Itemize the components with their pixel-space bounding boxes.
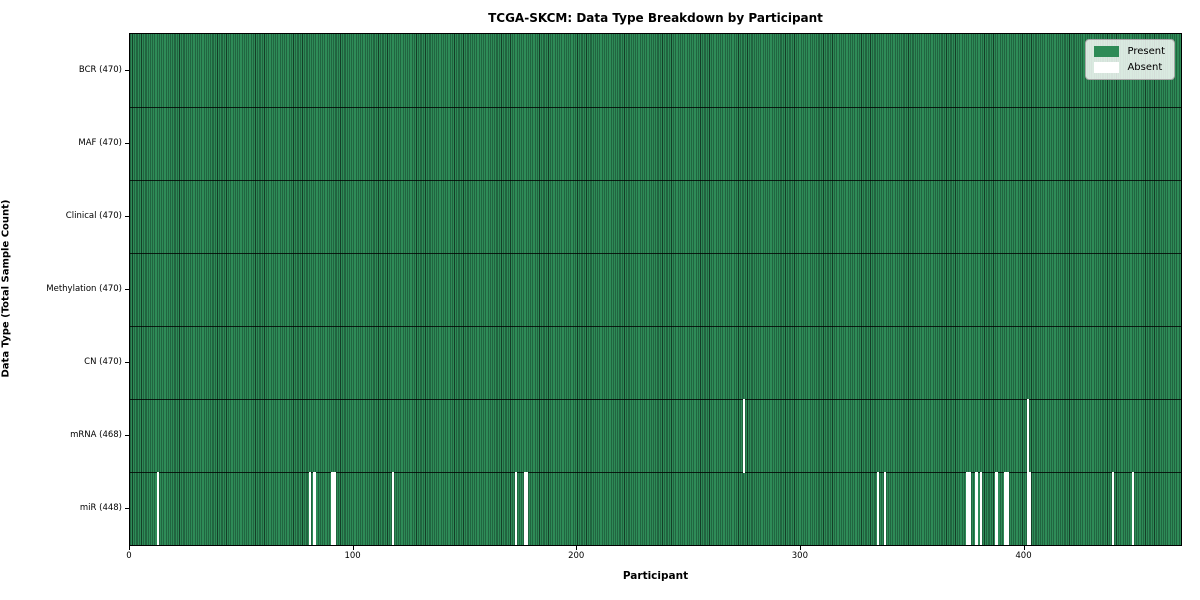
x-tick-mark xyxy=(576,546,578,550)
x-axis-label: Participant xyxy=(622,570,689,582)
y-tick-label-MAF: MAF (470) xyxy=(78,137,122,148)
absent-cell-miR-375 xyxy=(968,471,971,545)
legend: Present Absent xyxy=(1085,39,1175,80)
legend-label-absent: Absent xyxy=(1127,62,1163,73)
absent-cell-mRNA-274 xyxy=(742,398,745,473)
x-tick-label-300: 300 xyxy=(791,551,809,561)
absent-cell-miR-448 xyxy=(1131,471,1135,545)
absent-cell-miR-401 xyxy=(1026,471,1029,545)
absent-cell-miR-402 xyxy=(1028,471,1032,545)
absent-cell-miR-380 xyxy=(979,471,982,545)
absent-cell-miR-378 xyxy=(975,471,978,545)
absent-cell-miR-176 xyxy=(523,471,526,545)
y-tick-label-CN: CN (470) xyxy=(84,356,122,367)
y-tick-label-mRNA: mRNA (468) xyxy=(70,429,122,440)
absent-cell-miR-90 xyxy=(331,471,334,545)
absent-cell-miR-387 xyxy=(995,471,998,545)
absent-cell-miR-82 xyxy=(313,471,316,545)
absent-cell-miR-392 xyxy=(1006,471,1009,545)
absent-cell-miR-374 xyxy=(966,471,969,545)
absent-cell-mRNA-401 xyxy=(1026,398,1029,473)
absent-cell-miR-439 xyxy=(1111,471,1114,545)
x-tick-mark xyxy=(1023,546,1025,550)
row-divider xyxy=(130,326,1181,327)
y-tick-label-Clinical: Clinical (470) xyxy=(65,210,122,221)
legend-item-absent: Absent xyxy=(1094,62,1165,73)
absent-cell-miR-391 xyxy=(1004,471,1007,545)
chart-title: TCGA-SKCM: Data Type Breakdown by Partic… xyxy=(488,11,823,25)
row-divider xyxy=(130,180,1181,181)
x-tick-label-400: 400 xyxy=(1015,551,1032,561)
y-tick-mark xyxy=(125,69,129,71)
absent-cell-miR-177 xyxy=(525,471,529,545)
x-tick-label-100: 100 xyxy=(344,551,361,561)
legend-swatch-absent-icon xyxy=(1094,62,1120,73)
row-divider xyxy=(130,107,1181,108)
y-tick-mark xyxy=(125,142,129,144)
absent-cell-miR-80 xyxy=(308,471,312,545)
y-tick-label-BCR: BCR (470) xyxy=(78,64,122,75)
legend-swatch-present-icon xyxy=(1094,46,1120,57)
row-divider xyxy=(130,472,1181,473)
absent-cell-miR-12 xyxy=(156,471,160,545)
y-tick-mark xyxy=(125,434,129,436)
y-tick-mark xyxy=(125,215,129,217)
y-tick-mark xyxy=(125,361,129,363)
y-tick-mark xyxy=(125,288,129,290)
row-divider xyxy=(130,399,1181,400)
row-divider xyxy=(130,253,1181,254)
absent-cell-miR-334 xyxy=(876,471,880,545)
plot-area: Present Absent xyxy=(129,33,1182,546)
y-tick-label-miR: miR (448) xyxy=(79,502,122,513)
x-tick-mark xyxy=(129,546,130,550)
absent-cell-miR-91 xyxy=(333,471,336,545)
legend-label-present: Present xyxy=(1127,46,1165,57)
x-tick-mark xyxy=(352,546,354,550)
absent-cell-miR-172 xyxy=(514,471,517,545)
x-tick-label-200: 200 xyxy=(568,551,585,561)
absent-cell-miR-117 xyxy=(391,471,394,545)
x-tick-mark xyxy=(799,546,801,550)
x-tick-label-0: 0 xyxy=(126,551,132,561)
absent-cell-miR-337 xyxy=(883,471,886,545)
y-tick-label-Methylation: Methylation (470) xyxy=(46,283,122,294)
y-tick-mark xyxy=(125,507,129,509)
legend-item-present: Present xyxy=(1094,46,1165,57)
